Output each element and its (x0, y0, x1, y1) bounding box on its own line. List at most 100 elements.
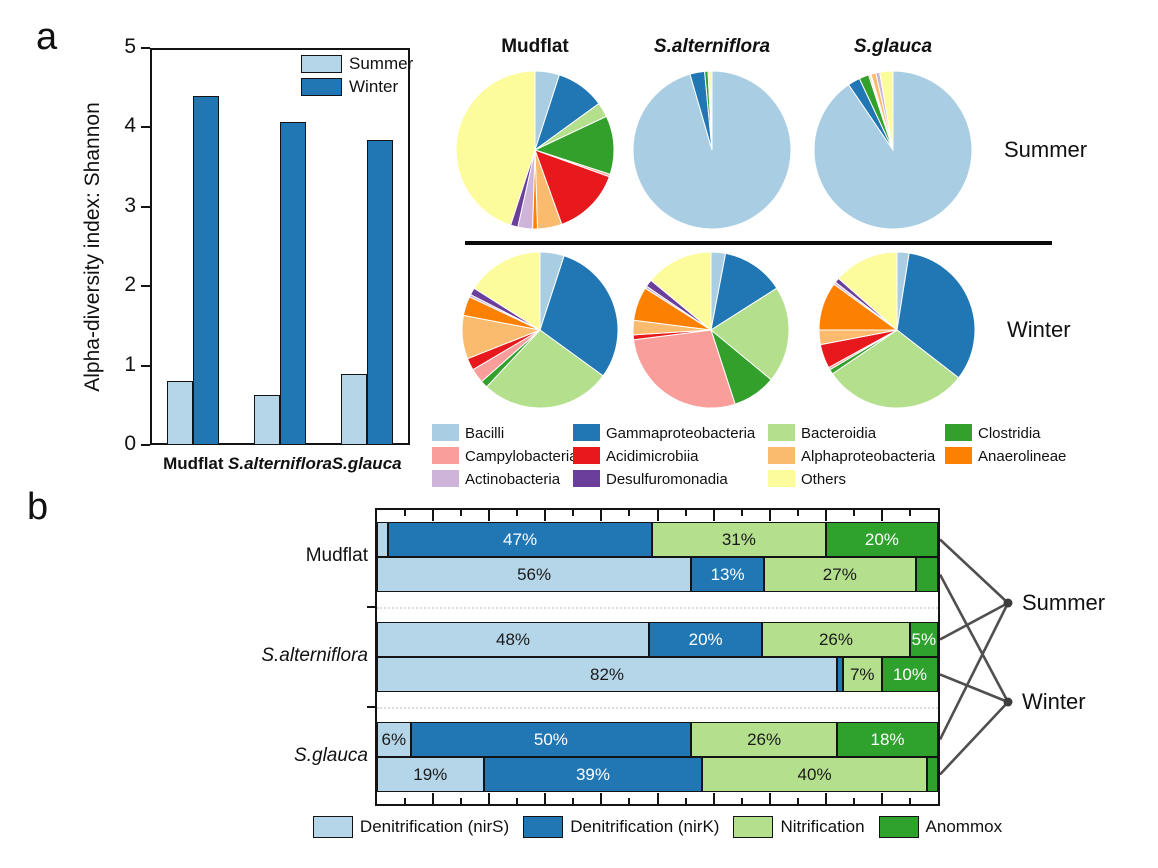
pie-legend-swatch-campylobacteria (432, 447, 459, 464)
bar-segment-anommox: 5% (909, 622, 938, 657)
axis-tick-top (740, 510, 743, 516)
bar-segment-denitrification-nirk-: 20% (649, 622, 763, 657)
group-separator (377, 607, 938, 609)
pie-winter-2 (818, 251, 976, 409)
connector-line (940, 601, 1009, 641)
pie-legend-swatch-bacilli (432, 424, 459, 441)
pie-slice-others (709, 70, 713, 151)
pie-legend-swatch-alphaproteobacteria (768, 447, 795, 464)
axis-tick-top (796, 510, 799, 516)
segment-percent-label: 31% (721, 529, 756, 549)
pie-legend-swatch-anaerolineae (945, 447, 972, 464)
connector-line (940, 573, 1010, 703)
legend-entry-summer: Summer (301, 54, 413, 74)
bar-winter-0 (193, 95, 220, 445)
pie-summer-2 (813, 70, 973, 230)
bar-segment-denitrification-nirk-: 50% (410, 722, 692, 757)
segment-percent-label: 10% (892, 664, 927, 684)
bar-segment-denitrification-nirk-: 47% (388, 522, 652, 557)
y-tick-label: 4 (124, 114, 136, 138)
x-tick-label: S.glauca (331, 454, 402, 473)
axis-tick-bottom (852, 798, 855, 804)
x-tick-label: S.alterniflora (228, 454, 332, 473)
segment-percent-label: 39% (575, 764, 610, 784)
bar-segment-anommox (915, 557, 938, 592)
bar-segment-denitrification-nirs-: 6% (377, 722, 411, 757)
bar-segment-nitrification: 31% (651, 522, 826, 557)
bar-segment-denitrification-nirs-: 82% (377, 657, 838, 692)
pie-slice-acidimicrobiia (534, 149, 610, 225)
bar-summer-0 (167, 381, 194, 445)
pie-slice-others (473, 251, 541, 331)
bar-winter-2 (366, 140, 393, 445)
axis-tick-top (460, 510, 463, 516)
stacked-bar-s.alterniflora-winter: 82% 7% 10% (377, 657, 938, 692)
axis-tick-bottom (628, 798, 631, 804)
process-legend-entry: Nitrification (733, 816, 865, 838)
process-legend-label: Denitrification (nirS) (359, 817, 510, 836)
y-axis-title: Alpha-diversity index: Shannon (81, 102, 104, 392)
pie-winter-1 (632, 251, 790, 409)
axis-tick-bottom (684, 798, 687, 804)
stacked-chart-frame (375, 508, 940, 806)
process-legend-swatch (523, 816, 564, 838)
bar-segment-denitrification-nirs- (377, 522, 389, 557)
pie-summer-1 (632, 70, 792, 230)
y-tick-label: 1 (124, 352, 136, 376)
connector-line (940, 673, 1009, 704)
bar-segment-anommox (926, 757, 938, 792)
connector-line (940, 602, 1010, 741)
legend-entry-winter: Winter (301, 77, 413, 97)
segment-percent-label: 47% (503, 529, 538, 549)
connector-line (940, 701, 1009, 776)
pie-slice-gammaproteobacteria (539, 255, 619, 377)
axis-tick-top (544, 510, 547, 521)
stacked-summer-label: Summer (1022, 590, 1106, 615)
x-tick-label: Mudflat (163, 454, 224, 473)
stacked-bar-s.glauca-summer: 6% 50% 26% 18% (377, 722, 938, 757)
axis-tick-top (684, 510, 687, 516)
axis-tick-top (712, 510, 715, 521)
axis-tick-top (516, 510, 519, 516)
pie-slice-clostridia (533, 115, 615, 176)
pie-legend-label: Gammaproteobacteria (606, 424, 756, 442)
axis-tick-top (656, 510, 659, 521)
pie-legend-label: Clostridia (978, 424, 1041, 442)
axis-tick-bottom (460, 798, 463, 804)
axis-tick-top (824, 510, 827, 521)
pie-legend-label: Acidimicrobiia (606, 447, 699, 465)
stacked-bar-mudflat-summer: 47% 31% 20% (377, 522, 938, 557)
pie-legend-label: Others (801, 470, 847, 488)
left-axis-tick (367, 606, 375, 608)
y-tick-label: 2 (124, 273, 136, 297)
legend-winter-label: Winter (349, 77, 399, 96)
segment-percent-label: 26% (818, 629, 853, 649)
pie-column-title-s-glauca: S.glauca (853, 36, 933, 57)
axis-tick-bottom (768, 793, 771, 804)
pie-legend-swatch-bacteroidia (768, 424, 795, 441)
pie-slice-gammaproteobacteria (710, 252, 778, 332)
axis-tick-bottom (796, 798, 799, 804)
pie-slice-bacteroidia (710, 287, 790, 381)
group-separator (377, 707, 938, 709)
axis-tick-bottom (740, 798, 743, 804)
bar-segment-nitrification: 27% (764, 557, 916, 592)
segment-percent-label: 48% (495, 629, 531, 649)
pie-legend-label: Desulfuromonadia (606, 470, 728, 488)
left-axis-tick (367, 706, 375, 708)
axis-tick-top (628, 510, 631, 516)
process-legend-swatch (878, 816, 919, 838)
pie-row-label-winter: Winter (1007, 317, 1071, 342)
y-axis-tick (141, 47, 150, 49)
connector-node-winter (1003, 697, 1013, 707)
y-tick-label: 5 (124, 35, 136, 58)
pie-column-title-s-alterniflora: S.alterniflora (653, 36, 771, 57)
axis-tick-top (880, 510, 883, 521)
y-tick-label: 0 (124, 432, 136, 455)
process-legend-label: Anommox (925, 817, 1003, 836)
bar-winter-1 (280, 121, 306, 445)
stacked-bar-s.glauca-winter: 19% 39% 40% (377, 757, 938, 792)
bar-summer-1 (254, 394, 280, 445)
process-legend-entry: Anommox (878, 816, 1003, 838)
